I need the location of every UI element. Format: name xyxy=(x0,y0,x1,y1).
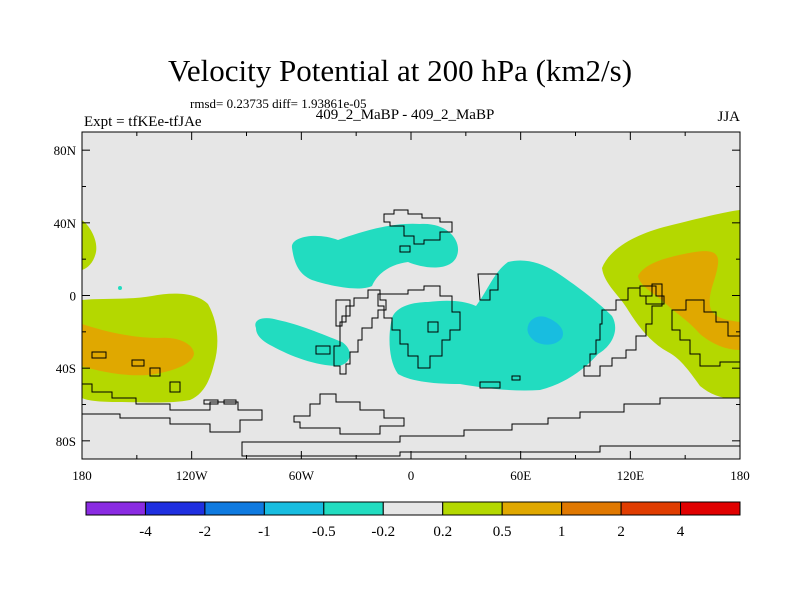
positive-speck xyxy=(118,286,122,290)
coastline-europe-africa xyxy=(377,285,461,369)
y-tick-label: 80N xyxy=(54,143,77,158)
coastline-central-america xyxy=(335,299,351,327)
positive-core-south-pacific xyxy=(82,324,194,376)
colorbar-label: 1 xyxy=(558,524,566,540)
x-tick-label: 60W xyxy=(289,468,315,483)
colorbar-bin xyxy=(561,501,622,516)
y-tick-label: 40S xyxy=(56,361,76,376)
coastline-australia xyxy=(671,299,740,367)
colorbar-label: -4 xyxy=(139,524,152,540)
x-tick-label: 180 xyxy=(730,468,750,483)
coastline-new-zealand xyxy=(639,285,665,305)
colorbar-bin xyxy=(382,501,444,516)
y-tick-label: 40N xyxy=(54,216,77,231)
y-tick-label: 80S xyxy=(56,434,76,449)
colorbar-label: 0.5 xyxy=(493,524,512,540)
difference-label: 409_2_MaBP - 409_2_MaBP xyxy=(315,107,495,123)
colorbar-bin xyxy=(501,501,563,516)
coastline-pacific-islands xyxy=(91,351,181,393)
colorbar-label: 0.2 xyxy=(433,524,452,540)
colorbar-bin xyxy=(680,501,741,516)
x-tick-label: 120W xyxy=(176,468,209,483)
positive-core-west-pacific xyxy=(638,251,740,350)
coastline-africa-east xyxy=(427,321,439,333)
coastline-small-islands xyxy=(203,345,521,405)
colorbar-bin xyxy=(323,501,384,516)
positive-region-north-pacific-edge xyxy=(82,220,97,270)
coastline-antarctic-peninsula xyxy=(293,393,405,435)
negative-region-africa-indian-ocean xyxy=(389,260,616,391)
contour-fill-layer xyxy=(82,210,740,403)
colorbar-bin xyxy=(144,501,206,516)
colorbar-label: -0.5 xyxy=(312,524,336,540)
colorbar-label: 4 xyxy=(677,524,685,540)
colorbar-bin xyxy=(442,501,503,516)
x-tick-label: 0 xyxy=(408,468,415,483)
negative-region-indian-ocean-core xyxy=(527,316,564,345)
rmsd-stats-label: rmsd= 0.23735 diff= 1.93861e-05 xyxy=(190,96,367,111)
colorbar-bin xyxy=(85,501,146,516)
coastline-antarctica xyxy=(241,397,740,457)
experiment-label: Expt = tfKEe-tfJAe xyxy=(84,114,202,130)
colorbar-label: -2 xyxy=(199,524,212,540)
x-tick-label: 120E xyxy=(617,468,645,483)
coastline-south-america xyxy=(333,289,387,375)
colorbar xyxy=(85,501,741,516)
axis-tick-labels: 180 120W 60W 0 60E 120E 180 80N 40N 0 40S 80S xyxy=(54,143,750,483)
negative-region-north-atlantic xyxy=(291,223,459,289)
x-tick-label: 60E xyxy=(510,468,531,483)
chart-title: Velocity Potential at 200 hPa (km2/s) xyxy=(167,53,633,88)
coastline-layer xyxy=(82,209,740,457)
coastline-lake xyxy=(399,245,411,253)
colorbar-label: 2 xyxy=(617,524,625,540)
colorbar-labels: -4 -2 -1 -0.5 -0.2 0.2 0.5 1 2 4 xyxy=(139,524,685,540)
y-tick-label: 0 xyxy=(70,289,77,304)
coastline-antarctic-shelf-west xyxy=(82,383,263,433)
season-label: JJA xyxy=(717,109,740,125)
colorbar-bin xyxy=(204,501,265,516)
colorbar-label: -0.2 xyxy=(371,524,395,540)
colorbar-label: -1 xyxy=(258,524,271,540)
coastline-greenland xyxy=(383,209,453,245)
coastline-arabia xyxy=(477,273,499,301)
axis-tick-layer xyxy=(81,132,741,459)
colorbar-bin xyxy=(620,501,682,516)
colorbar-bin xyxy=(263,501,325,516)
x-tick-label: 180 xyxy=(72,468,92,483)
